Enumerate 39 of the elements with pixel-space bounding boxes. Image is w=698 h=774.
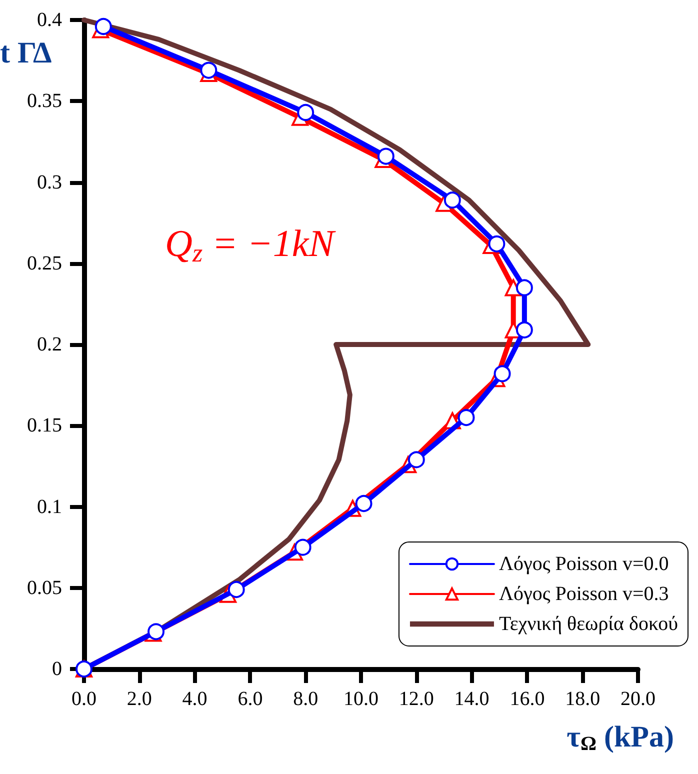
point <box>297 104 314 121</box>
point <box>444 192 461 209</box>
point <box>494 365 511 382</box>
y-tick-label: 0.35 <box>27 90 62 112</box>
y-axis-title: t ΓΔ <box>0 36 52 70</box>
x-tick-label: 14.0 <box>454 688 490 710</box>
point <box>94 18 112 35</box>
point <box>488 235 506 252</box>
point <box>294 538 312 556</box>
y-tick-label: 0 <box>52 658 62 680</box>
x-tick-label: 10.0 <box>344 688 378 710</box>
y-tick-label: 0.4 <box>37 9 62 31</box>
x-tick-label: 16.0 <box>510 688 545 710</box>
y-tick-label: 0.1 <box>37 496 62 518</box>
point <box>200 62 218 79</box>
x-tick-label: 2.0 <box>126 688 152 710</box>
point <box>228 581 245 598</box>
legend-label: Λόγος Poisson v=0.3 <box>498 583 669 605</box>
point <box>516 321 533 338</box>
point <box>377 148 394 165</box>
x-tick-label: 18.0 <box>565 688 600 710</box>
point <box>355 495 372 512</box>
y-tick-label: 0.05 <box>27 576 62 599</box>
x-tick-label: 20.0 <box>620 688 656 710</box>
point <box>408 451 425 468</box>
legend-label: Λόγος Poisson v=0.0 <box>498 553 669 575</box>
x-tick-label: 4.0 <box>182 688 208 710</box>
x-tick-label: 12.0 <box>398 688 434 710</box>
x-tick-label: 0.0 <box>72 688 96 710</box>
point <box>148 623 165 640</box>
x-tick-label: 6.0 <box>238 688 263 710</box>
point <box>516 279 533 296</box>
y-tick-label: 0.2 <box>37 334 62 356</box>
legend-label: Τεχνική θεωρία δοκού <box>498 613 678 635</box>
y-tick-label: 0.3 <box>37 171 62 194</box>
x-tick-label: 8.0 <box>293 688 318 710</box>
y-tick-label: 0.25 <box>27 252 62 274</box>
y-tick-label: 0.15 <box>27 414 62 437</box>
point <box>458 409 475 426</box>
